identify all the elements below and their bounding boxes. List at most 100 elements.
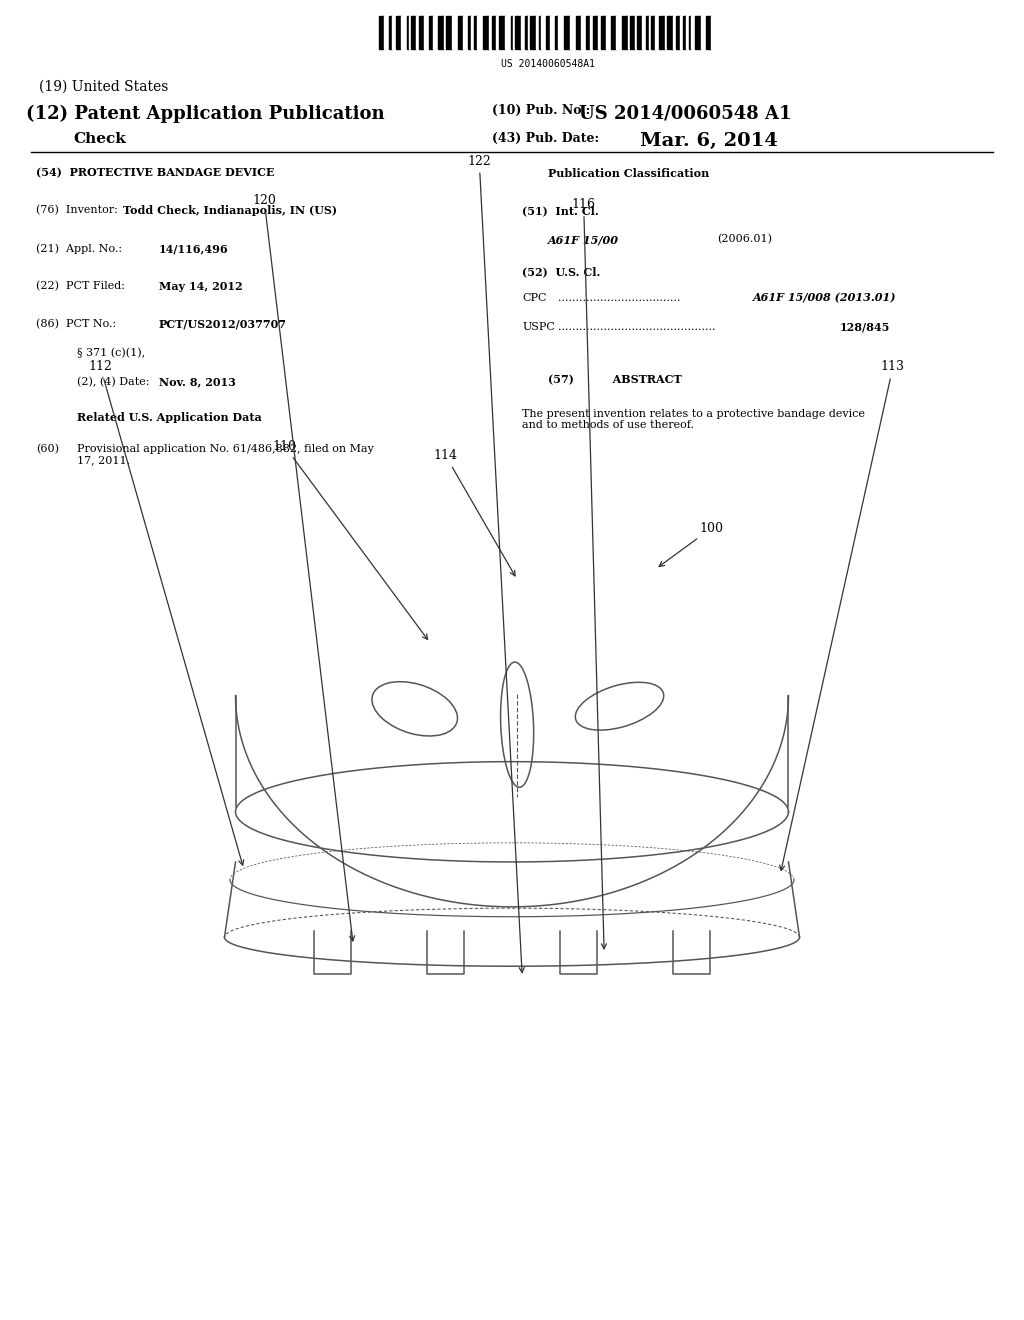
Bar bbox=[505, 16, 511, 49]
Bar bbox=[564, 16, 569, 49]
Bar bbox=[528, 16, 530, 49]
Text: 113: 113 bbox=[779, 360, 905, 870]
Text: (2006.01): (2006.01) bbox=[717, 235, 772, 244]
Bar bbox=[593, 16, 598, 49]
Bar bbox=[646, 16, 648, 49]
Bar bbox=[635, 16, 637, 49]
Text: § 371 (c)(1),: § 371 (c)(1), bbox=[77, 347, 145, 358]
Bar bbox=[389, 16, 391, 49]
Bar bbox=[676, 16, 680, 49]
Bar bbox=[637, 16, 642, 49]
Bar bbox=[555, 16, 558, 49]
Text: (76)  Inventor:: (76) Inventor: bbox=[36, 206, 118, 215]
Text: 128/845: 128/845 bbox=[840, 322, 890, 333]
Bar bbox=[628, 16, 630, 49]
Bar bbox=[524, 16, 528, 49]
Bar bbox=[616, 16, 622, 49]
Bar bbox=[443, 16, 446, 49]
Bar bbox=[452, 16, 458, 49]
Bar bbox=[493, 16, 496, 49]
Text: (51)  Int. Cl.: (51) Int. Cl. bbox=[522, 206, 599, 216]
Bar bbox=[391, 16, 396, 49]
Text: (86)  PCT No.:: (86) PCT No.: bbox=[36, 318, 116, 329]
Text: 122: 122 bbox=[467, 154, 524, 973]
Bar bbox=[513, 16, 515, 49]
Bar bbox=[409, 16, 412, 49]
Bar bbox=[488, 16, 493, 49]
Bar bbox=[500, 16, 505, 49]
Bar bbox=[477, 16, 483, 49]
Text: The present invention relates to a protective bandage device
and to methods of u: The present invention relates to a prote… bbox=[522, 409, 865, 430]
Bar bbox=[511, 16, 513, 49]
Text: 100: 100 bbox=[659, 521, 724, 566]
Bar bbox=[429, 16, 433, 49]
Text: 114: 114 bbox=[433, 449, 515, 576]
Text: PCT/US2012/037707: PCT/US2012/037707 bbox=[159, 318, 287, 330]
Text: CPC: CPC bbox=[522, 293, 547, 302]
Text: 116: 116 bbox=[571, 198, 606, 949]
Bar bbox=[648, 16, 651, 49]
Bar bbox=[680, 16, 683, 49]
Bar bbox=[521, 16, 524, 49]
Text: 14/116,496: 14/116,496 bbox=[159, 243, 228, 255]
Bar bbox=[582, 16, 586, 49]
Text: .............................................: ........................................… bbox=[558, 322, 716, 331]
Bar bbox=[611, 16, 616, 49]
Bar bbox=[586, 16, 590, 49]
Bar bbox=[416, 16, 420, 49]
Text: A61F 15/00: A61F 15/00 bbox=[548, 235, 618, 246]
Bar bbox=[541, 16, 546, 49]
Bar bbox=[384, 16, 389, 49]
Text: USPC: USPC bbox=[522, 322, 555, 331]
Bar bbox=[496, 16, 500, 49]
Bar bbox=[683, 16, 685, 49]
Bar bbox=[474, 16, 477, 49]
Bar bbox=[463, 16, 468, 49]
Bar bbox=[575, 16, 582, 49]
Bar bbox=[598, 16, 601, 49]
Bar bbox=[400, 16, 407, 49]
Bar bbox=[689, 16, 691, 49]
Bar bbox=[412, 16, 416, 49]
Bar bbox=[665, 16, 667, 49]
Text: Mar. 6, 2014: Mar. 6, 2014 bbox=[640, 132, 778, 150]
Text: Related U.S. Application Data: Related U.S. Application Data bbox=[77, 412, 261, 422]
Text: (43) Pub. Date:: (43) Pub. Date: bbox=[492, 132, 599, 145]
Text: (2), (4) Date:: (2), (4) Date: bbox=[77, 376, 150, 387]
Bar bbox=[468, 16, 471, 49]
Bar bbox=[707, 16, 711, 49]
Bar bbox=[396, 16, 400, 49]
Bar bbox=[630, 16, 635, 49]
Text: Publication Classification: Publication Classification bbox=[548, 168, 709, 178]
Bar bbox=[606, 16, 611, 49]
Text: (12) Patent Application Publication: (12) Patent Application Publication bbox=[26, 104, 384, 123]
Bar bbox=[515, 16, 521, 49]
Text: 112: 112 bbox=[88, 360, 244, 865]
Bar bbox=[458, 16, 463, 49]
Bar bbox=[537, 16, 539, 49]
Text: (57)          ABSTRACT: (57) ABSTRACT bbox=[548, 374, 682, 385]
Bar bbox=[700, 16, 707, 49]
Text: US 20140060548A1: US 20140060548A1 bbox=[501, 59, 595, 70]
Bar bbox=[695, 16, 700, 49]
Text: US 2014/0060548 A1: US 2014/0060548 A1 bbox=[579, 104, 792, 123]
Text: Provisional application No. 61/486,882, filed on May
17, 2011.: Provisional application No. 61/486,882, … bbox=[77, 444, 374, 465]
Bar bbox=[651, 16, 655, 49]
Bar bbox=[550, 16, 555, 49]
Bar bbox=[590, 16, 593, 49]
Bar bbox=[446, 16, 452, 49]
Bar bbox=[483, 16, 488, 49]
Bar bbox=[569, 16, 575, 49]
Text: (21)  Appl. No.:: (21) Appl. No.: bbox=[36, 243, 122, 253]
Bar bbox=[530, 16, 537, 49]
Text: Nov. 8, 2013: Nov. 8, 2013 bbox=[159, 376, 236, 388]
Bar bbox=[622, 16, 628, 49]
Bar bbox=[685, 16, 689, 49]
Bar bbox=[558, 16, 564, 49]
Text: (19) United States: (19) United States bbox=[39, 79, 168, 94]
Bar bbox=[539, 16, 541, 49]
Text: May 14, 2012: May 14, 2012 bbox=[159, 281, 243, 292]
Text: A61F 15/008 (2013.01): A61F 15/008 (2013.01) bbox=[753, 293, 896, 304]
Bar bbox=[433, 16, 438, 49]
Bar bbox=[546, 16, 550, 49]
